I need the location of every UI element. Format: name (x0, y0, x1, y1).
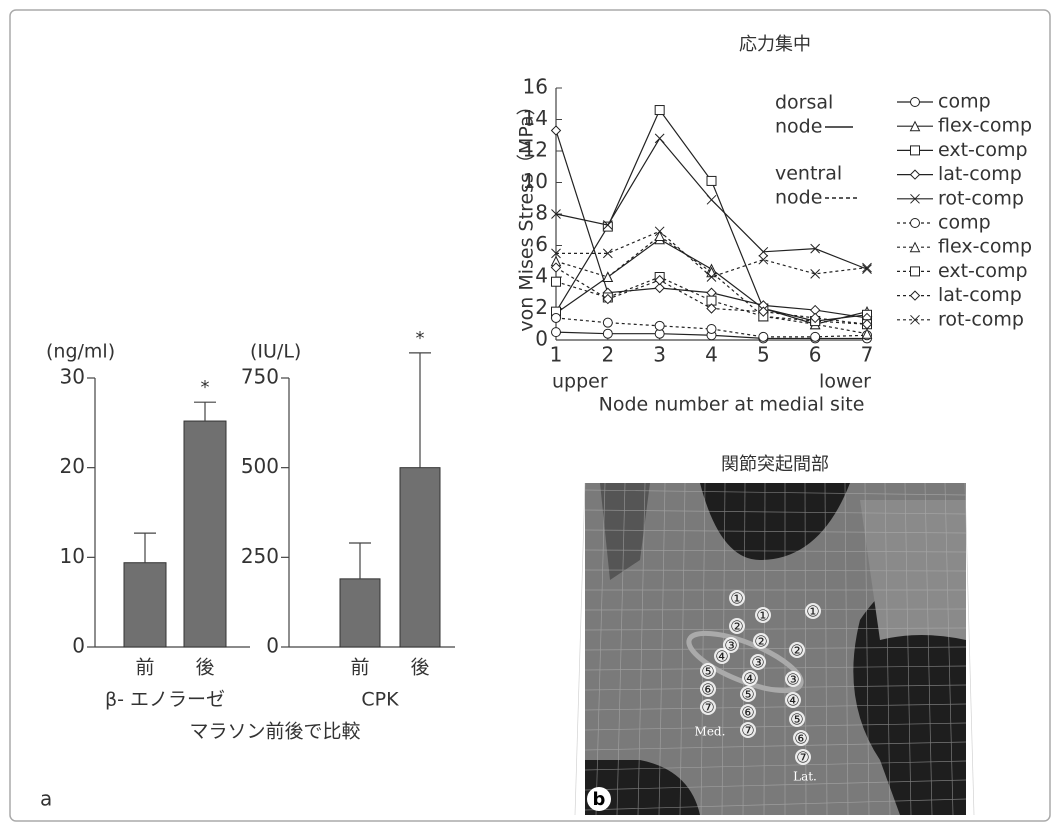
legend-marker (911, 219, 920, 228)
y-tick-label: 30 (60, 365, 85, 389)
point (707, 176, 716, 185)
node-label: ⑤ (790, 711, 803, 729)
point (552, 277, 561, 286)
y-tick-label: 0 (266, 634, 279, 658)
node-label: ④ (786, 692, 799, 710)
x-tick-label: 6 (809, 343, 822, 367)
y-tick-label: 20 (60, 454, 85, 478)
legend-label: ext-comp (938, 139, 1028, 161)
point (655, 321, 664, 330)
node-label: ② (790, 642, 803, 660)
x-tick-label: 3 (653, 343, 666, 367)
panel-label: a (40, 787, 52, 811)
node-label: ② (754, 633, 767, 651)
node-label: ⑥ (741, 704, 754, 722)
point (552, 328, 561, 337)
axis-name: CPK (361, 689, 399, 711)
x-tick-label: 前 (350, 657, 369, 679)
node-label: ⑤ (701, 663, 714, 681)
bar (184, 421, 226, 647)
unit-label: (ng/ml) (46, 341, 115, 363)
legend-label: flex-comp (938, 115, 1032, 137)
caption: マラソン前後で比較 (189, 721, 360, 743)
site-label: Med. (695, 725, 726, 739)
node-label: ⑥ (794, 730, 807, 748)
point (759, 332, 768, 341)
mesh-image (575, 483, 974, 815)
point (655, 106, 664, 115)
x-tick-label: 5 (757, 343, 770, 367)
node-label: ③ (786, 671, 799, 689)
chart-title: 応力集中 (739, 34, 811, 55)
node-label: ⑦ (741, 722, 754, 740)
node-label: ⑤ (741, 686, 754, 704)
significance-mark: * (201, 377, 210, 398)
point (603, 222, 612, 231)
point (552, 313, 561, 322)
node-label: ④ (715, 648, 728, 666)
x-axis-label: Node number at medial site (599, 394, 865, 416)
legend-label: comp (938, 212, 991, 234)
legend-label: comp (938, 91, 991, 113)
legend-label: flex-comp (938, 236, 1032, 258)
annotation: node (775, 187, 822, 209)
x-tick-label: 後 (410, 657, 429, 679)
legend-label: ext-comp (938, 260, 1028, 282)
x-tick-label: 1 (550, 343, 563, 367)
y-axis-label: von Mises Stress（MPa） (516, 96, 538, 331)
panel-label: b (593, 789, 606, 810)
annotation: ventral (775, 163, 842, 185)
annotation: node (775, 116, 822, 138)
unit-label: (IU/L) (250, 341, 301, 363)
y-tick-label: 10 (60, 544, 85, 568)
legend-label: rot-comp (938, 187, 1024, 209)
point (603, 318, 612, 327)
site-label: Lat. (793, 770, 817, 784)
node-label: ① (756, 607, 769, 625)
node-label: ① (806, 603, 819, 621)
legend-label: rot-comp (938, 308, 1024, 330)
x-tick-label: 後 (195, 657, 214, 679)
x-end-label: upper (552, 371, 608, 393)
image-title: 関節突起間部 (721, 454, 829, 475)
x-tick-label: 2 (601, 343, 614, 367)
annotation: dorsal (775, 92, 833, 114)
legend-marker (911, 146, 920, 155)
node-label: ① (730, 590, 743, 608)
axis-name: β- エノラーゼ (105, 689, 225, 711)
legend-label: lat-comp (938, 284, 1022, 306)
bar (124, 563, 166, 647)
x-tick-label: 4 (705, 343, 718, 367)
point (603, 329, 612, 338)
y-tick-label: 16 (523, 75, 548, 99)
y-tick-label: 0 (72, 634, 85, 658)
page: a マラソン前後で比較 関節突起間部 b ①②③④⑤⑥⑦Med.①②③④⑤⑥⑦①… (0, 0, 1060, 831)
significance-mark: * (416, 328, 425, 349)
x-end-label: lower (819, 371, 871, 393)
legend-marker (911, 98, 920, 107)
y-tick-label: 750 (241, 365, 279, 389)
y-tick-label: 500 (241, 454, 279, 478)
bar (340, 579, 380, 647)
point (707, 324, 716, 333)
node-label: ⑦ (796, 749, 809, 767)
node-label: ⑦ (701, 699, 714, 717)
node-label: ② (730, 618, 743, 636)
x-tick-label: 7 (861, 343, 874, 367)
figure: a マラソン前後で比較 関節突起間部 b ①②③④⑤⑥⑦Med.①②③④⑤⑥⑦①… (0, 0, 1060, 831)
node-label: ⑥ (701, 681, 714, 699)
x-tick-label: 前 (135, 657, 154, 679)
point (811, 332, 820, 341)
legend-label: lat-comp (938, 163, 1022, 185)
y-tick-label: 250 (241, 544, 279, 568)
bar (400, 468, 440, 647)
legend-marker (911, 267, 920, 276)
